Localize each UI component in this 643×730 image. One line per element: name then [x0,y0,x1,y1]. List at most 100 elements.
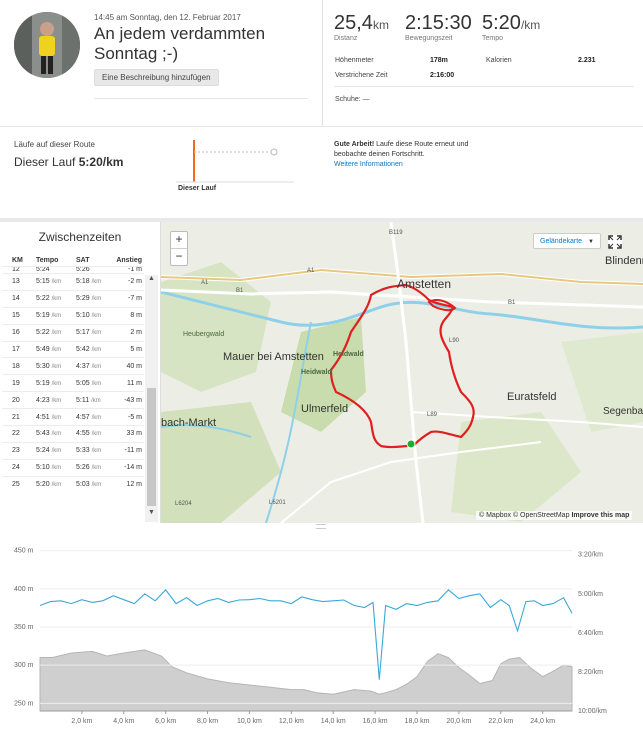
zoom-out-button[interactable]: − [171,248,187,265]
split-sat-value: 5:42 [76,346,90,353]
elapsed-time-value: 2:16:00 [430,72,455,79]
split-tempo-value: 5:49 [36,346,50,353]
split-km: 16 [2,323,36,342]
split-sat-value: 5:17 [76,329,90,337]
split-sat: 5:33 /km [76,441,114,460]
split-gain: -11 m [114,441,144,460]
split-sat-value: 5:03 [76,481,90,489]
y-right-tick-label: 6:40/km [578,630,603,637]
x-tick-label: 24,0 km [530,718,555,725]
map-type-value: Geländekarte [540,238,583,245]
pace-unit: /km [91,296,102,303]
split-sat: 5:29 /km [76,289,114,308]
y-left-tick-label: 300 m [14,662,34,669]
split-tempo: 5:19 /km [36,374,76,392]
split-km: 19 [2,374,36,392]
split-km: 15 [2,306,36,325]
split-sat: 4:55 /km [76,425,114,443]
split-gain-value: -11 m [124,447,142,455]
splits-scroll-thumb[interactable] [147,388,156,506]
place-label: Heidwald [301,369,332,376]
col-tempo: Tempo [36,256,59,264]
split-tempo-value: 5:20 [36,481,50,489]
road-label: A1 [307,268,315,274]
route-map[interactable]: Amstetten Blindenmarkt Mauer bei Amstett… [161,222,643,523]
split-tempo-value: 4:23 [36,396,50,404]
x-tick-label: 12,0 km [279,718,304,725]
pace-unit: /km [520,18,541,32]
split-gain-value: -5 m [128,413,142,421]
pace-unit: /km [91,482,102,489]
split-gain: 12 m [114,475,144,493]
scroll-up-arrow[interactable]: ▲ [148,275,155,282]
good-job-title: Gute Arbeit! [334,141,375,148]
split-km: 12 [2,266,36,274]
road-label: B1 [508,300,516,306]
split-sat: 4:37 /km [76,357,114,375]
add-description-button[interactable]: Eine Beschreibung hinzufügen [94,69,219,86]
split-tempo-value: 5:30 [36,362,50,370]
road-label: L89 [427,412,438,418]
split-gain: 11 m [114,374,144,392]
x-tick-label: 20,0 km [446,718,471,725]
split-sat-value: 5:18 [76,278,90,286]
split-km-value: 24 [12,464,20,472]
split-gain-value: 11 m [126,379,142,387]
split-tempo-value: 5:15 [36,278,50,286]
more-info-link[interactable]: Weitere Informationen [334,161,403,168]
split-sat: 5:42 /km [76,340,114,358]
fullscreen-icon[interactable] [608,235,622,249]
resize-handle[interactable] [316,524,326,529]
split-gain-value: -2 m [128,278,142,286]
place-label: Amstetten [397,277,451,291]
pace-unit: /km [91,414,102,421]
split-sat-value: 5:10 [76,312,90,320]
improve-map-link[interactable]: Improve this map [571,512,630,519]
split-sat-value: 5:29 [76,295,90,303]
table-row: 20 4:23 /km 5:11 /km -43 m [2,391,144,409]
split-tempo: 4:23 /km [36,391,76,409]
map-canvas[interactable]: Amstetten Blindenmarkt Mauer bei Amstett… [161,222,643,523]
table-row: 14 5:22 /km 5:29 /km -7 m [2,289,144,308]
road [410,411,643,428]
split-sat-value: 5:05 [76,379,90,387]
split-tempo: 5:49 /km [36,340,76,358]
zoom-in-button[interactable]: + [175,232,183,246]
split-sat-value: 4:55 [76,430,90,438]
splits-table: KM Tempo SAT Anstieg 12 5:24 5:26 -1 m 1… [2,254,144,493]
split-gain-value: -43 m [124,396,142,404]
road-label: B1 [236,288,244,294]
place-label: Ulmerfeld [301,403,348,415]
y-left-tick-label: 450 m [14,548,34,555]
scroll-down-arrow[interactable]: ▼ [148,509,155,516]
distance-label: Distanz [334,35,358,42]
split-gain-value: -7 m [128,295,142,303]
split-km: 14 [2,289,36,308]
table-row: 18 5:30 /km 4:37 /km 40 m [2,357,144,375]
road [389,222,425,523]
best-marker [270,148,278,156]
split-sat-value: 5:26 [76,464,90,472]
pace-unit: /km [91,313,102,320]
pace-unit: /km [51,397,62,404]
zoom-control: + − [170,231,188,266]
split-km: 24 [2,458,36,477]
this-run-marker-label: Dieser Lauf [178,185,217,192]
pace-unit: /km [51,279,62,286]
avatar[interactable] [14,12,80,78]
split-km-value: 17 [12,346,20,353]
pace-unit: /km [51,482,62,489]
calories-label: Kalorien [486,57,512,64]
good-job-text: Laufe diese Route erneut und beobachte d… [334,141,469,158]
split-gain-value: 2 m [130,329,142,337]
split-km: 25 [2,475,36,493]
pace-line [39,589,573,680]
elevation-pace-chart[interactable]: 450 m 400 m 350 m 300 m 250 m 3:20/km 5:00/km 6… [0,533,643,730]
map-type-select[interactable]: Geländekarte ▼ [533,233,601,249]
split-km-value: 25 [12,481,20,489]
split-km: 20 [2,391,36,409]
pace-unit: /km [51,313,62,320]
split-sat: 5:03 /km [76,475,114,493]
start-marker [406,439,416,449]
distance-value: 25,4 [334,12,373,34]
